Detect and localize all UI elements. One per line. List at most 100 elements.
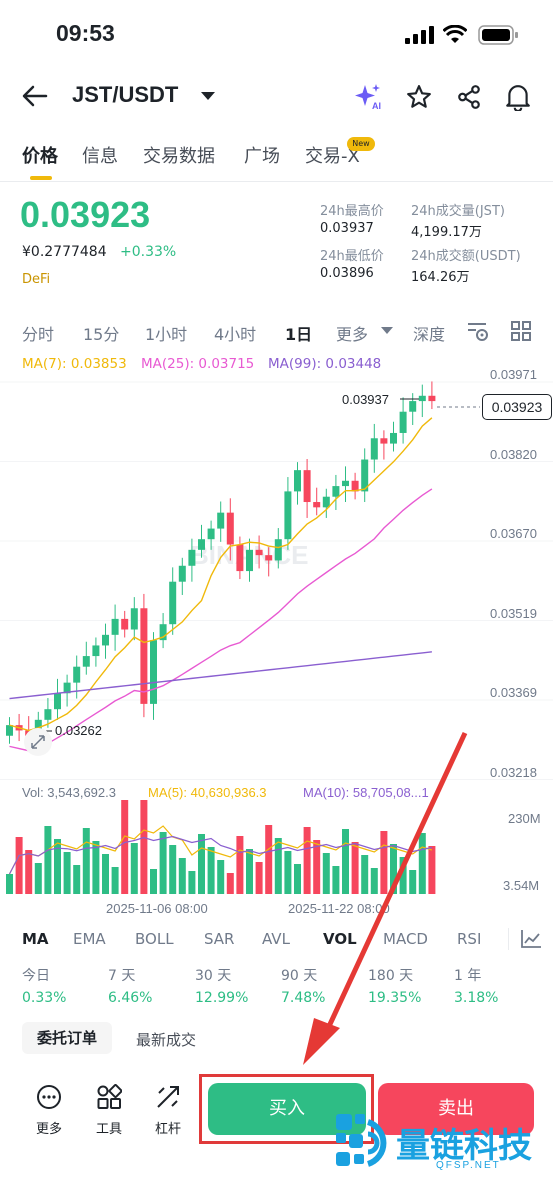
tab-square[interactable]: 广场 — [244, 146, 280, 167]
more-button[interactable]: 更多 — [29, 1084, 69, 1137]
ma99-line — [9, 651, 432, 700]
candlestick-chart[interactable]: BINANCE — [0, 374, 553, 784]
vol-ma5-legend: MA(5): 40,630,936.3 — [148, 785, 267, 800]
price-axis-2: 0.03670 — [490, 526, 537, 541]
tab-active-underline — [30, 176, 52, 180]
perf-value-today: 0.33% — [22, 990, 67, 1006]
ind-sar[interactable]: SAR — [204, 930, 235, 948]
candle — [428, 395, 436, 402]
volume-bar — [226, 873, 234, 894]
tab-info[interactable]: 信息 — [82, 146, 118, 167]
back-arrow-icon[interactable] — [22, 84, 48, 108]
vol-axis-top: 230M — [508, 811, 541, 826]
tf-4h[interactable]: 4小时 — [214, 325, 257, 344]
tag-defi[interactable]: DeFi — [22, 272, 51, 287]
volume-bar — [409, 870, 417, 894]
tabs-divider — [0, 181, 553, 182]
perf-label-1y: 1 年 — [454, 968, 482, 984]
volume-bar — [303, 827, 311, 894]
volume-bar — [102, 854, 109, 894]
ai-sparkle-icon[interactable]: AI — [354, 83, 384, 111]
candle — [121, 618, 129, 630]
chart-settings-icon[interactable] — [466, 320, 490, 342]
ind-vol[interactable]: VOL — [323, 930, 357, 948]
vol-axis-bottom: 3.54M — [503, 878, 540, 893]
tools-grid-icon — [97, 1084, 123, 1109]
tab-open-orders[interactable]: 委托订单 — [22, 1022, 112, 1054]
indicator-settings-icon[interactable] — [520, 929, 542, 949]
volume-bar — [159, 832, 167, 894]
vol-legend: Vol: 3,543,692.3 — [22, 785, 116, 800]
ind-ema[interactable]: EMA — [73, 930, 106, 948]
candle — [73, 666, 81, 683]
volume-bar — [92, 841, 100, 894]
volume-bar — [217, 860, 225, 894]
ma7-line — [9, 417, 433, 732]
volume-bar — [6, 874, 13, 894]
price-axis-3: 0.03519 — [490, 606, 537, 621]
volume-bar — [342, 829, 349, 894]
ind-macd[interactable]: MACD — [383, 930, 428, 948]
candle — [188, 549, 196, 566]
tf-1d[interactable]: 1日 — [285, 325, 313, 344]
volume-bar — [380, 831, 388, 894]
volume-bar — [370, 868, 378, 894]
candle — [178, 565, 186, 582]
pair-title[interactable]: JST/USDT — [72, 82, 179, 107]
candle — [361, 459, 369, 492]
tf-more[interactable]: 更多 — [336, 325, 369, 344]
candle — [246, 549, 253, 572]
ma25-line — [9, 488, 433, 752]
perf-label-7d: 7 天 — [108, 968, 136, 984]
ma99-legend: MA(99): 0.03448 — [268, 356, 382, 372]
tab-trading-data[interactable]: 交易数据 — [143, 146, 215, 167]
current-price-box[interactable]: 0.03923 — [482, 394, 552, 420]
more-caret-icon[interactable] — [381, 327, 393, 335]
status-time: 09:53 — [56, 20, 115, 46]
volume-bar — [246, 849, 253, 894]
tf-15m[interactable]: 15分 — [83, 325, 120, 344]
volume-bar — [428, 846, 436, 894]
tools-button[interactable]: 工具 — [89, 1084, 129, 1137]
volume-chart — [6, 800, 436, 894]
margin-button[interactable]: 杠杆 — [148, 1084, 188, 1137]
share-icon[interactable] — [456, 84, 482, 110]
candle — [169, 581, 177, 625]
candle — [54, 693, 61, 710]
ma25-legend: MA(25): 0.03715 — [141, 356, 255, 372]
candle — [265, 555, 273, 561]
tf-1h[interactable]: 1小时 — [145, 325, 188, 344]
high-label: 24h最高价 — [320, 204, 384, 219]
tab-price[interactable]: 价格 — [22, 146, 58, 167]
volume-bar — [322, 853, 330, 894]
last-price: 0.03923 — [20, 194, 151, 235]
battery-icon — [478, 25, 518, 45]
candle — [102, 634, 109, 646]
vol-ma10-legend: MA(10): 58,705,08...1 — [303, 785, 429, 800]
vol-value: 4,199.17万 — [411, 225, 482, 240]
date-label-1: 2025-11-22 08:00 — [288, 901, 390, 916]
expand-icon[interactable] — [24, 728, 52, 756]
layout-grid-icon[interactable] — [511, 321, 531, 341]
price-axis-1: 0.03820 — [490, 447, 537, 462]
ind-ma[interactable]: MA — [22, 930, 49, 948]
ind-avl[interactable]: AVL — [262, 930, 290, 948]
volume-bar — [418, 833, 426, 894]
tf-line[interactable]: 分时 — [22, 325, 55, 344]
volume-bar — [34, 863, 42, 894]
ind-boll[interactable]: BOLL — [135, 930, 174, 948]
candle — [399, 411, 407, 433]
candle — [236, 544, 244, 572]
tab-latest-trades[interactable]: 最新成交 — [136, 1031, 197, 1049]
chevron-down-icon[interactable] — [200, 90, 216, 102]
price-axis-5: 0.03218 — [490, 765, 537, 780]
tab-trade-x[interactable]: 交易-X — [305, 146, 360, 167]
sell-button[interactable]: 卖出 — [378, 1083, 534, 1135]
candle — [150, 640, 157, 704]
perf-value-90d: 7.48% — [281, 990, 326, 1006]
ind-rsi[interactable]: RSI — [457, 930, 482, 948]
bell-icon[interactable] — [505, 83, 531, 111]
star-icon[interactable] — [406, 84, 432, 110]
tf-depth[interactable]: 深度 — [413, 325, 446, 344]
tools-label: 工具 — [95, 1122, 122, 1137]
